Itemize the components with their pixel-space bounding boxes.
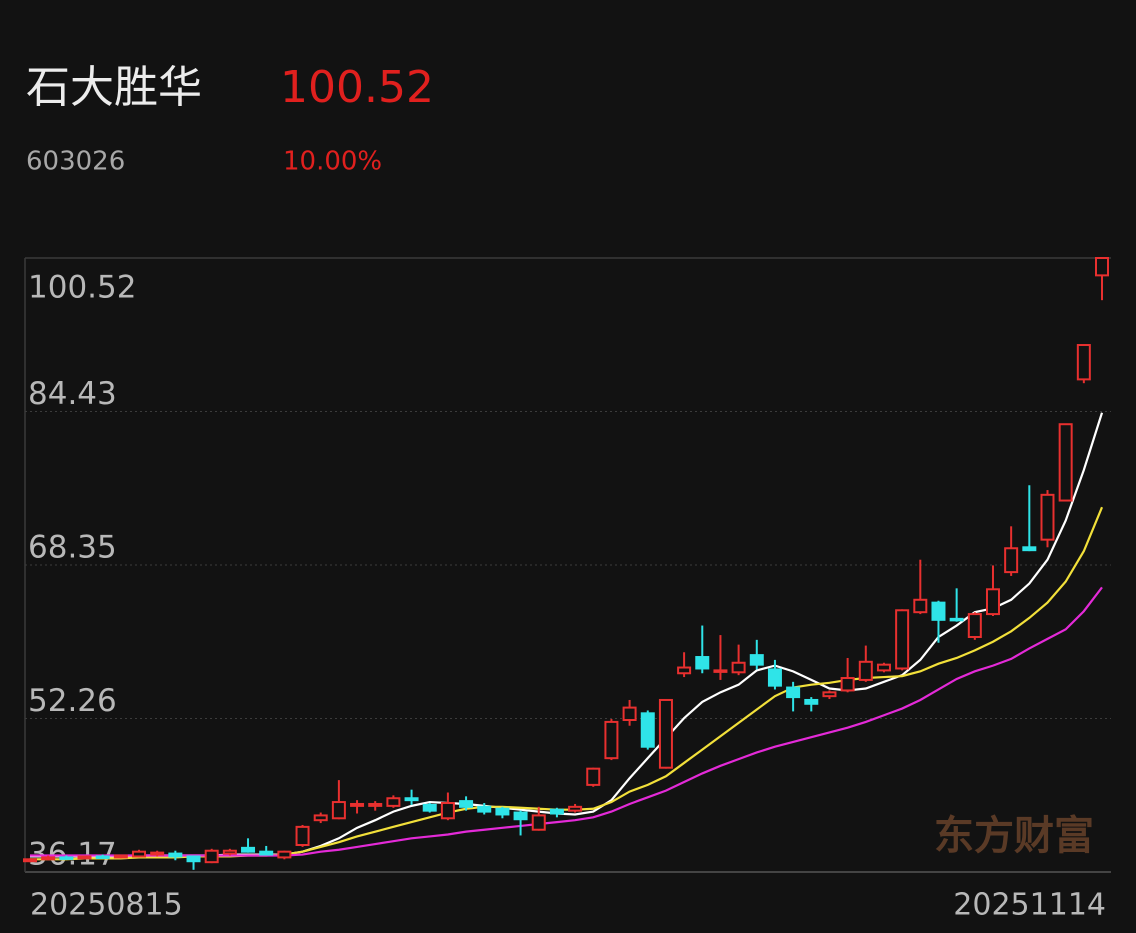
candle-body — [259, 850, 274, 856]
candle-body — [985, 588, 1000, 616]
stock-code: 603026 — [26, 147, 125, 177]
candle-body — [204, 849, 219, 864]
candle-body — [622, 706, 637, 722]
candle-body — [41, 856, 56, 861]
candle-body — [749, 654, 764, 666]
candle-body — [350, 802, 365, 807]
candle-body — [59, 856, 74, 860]
candle-body — [786, 686, 801, 699]
candle-body — [440, 802, 455, 820]
candle-body — [222, 849, 237, 855]
candle-body — [895, 609, 910, 670]
candle-body — [767, 668, 782, 687]
candle-body — [1004, 547, 1019, 574]
y-tick-label: 52.26 — [28, 683, 117, 719]
candle-body — [568, 805, 583, 812]
candle-body — [23, 858, 37, 863]
candle-body — [658, 698, 673, 769]
candle-body — [295, 825, 310, 846]
candle-body — [1076, 344, 1091, 381]
candle-body — [241, 846, 256, 853]
candle-body — [313, 814, 328, 822]
x-tick-label: 20250815 — [30, 888, 183, 923]
candle-body — [113, 854, 128, 859]
y-tick-label: 68.35 — [28, 529, 117, 565]
candle-body — [477, 805, 492, 813]
candle-body — [186, 855, 201, 863]
candle-body — [967, 613, 982, 638]
candle-body — [604, 720, 619, 760]
stock-name: 石大胜华 — [26, 62, 202, 113]
y-tick-label: 84.43 — [28, 376, 117, 412]
candle-body — [422, 803, 437, 812]
candle-body — [822, 691, 837, 698]
candle-body — [1058, 423, 1073, 502]
candle-body — [168, 852, 183, 858]
candle-body — [1040, 493, 1055, 541]
x-tick-label: 20251114 — [953, 888, 1106, 923]
candle-body — [77, 855, 92, 860]
watermark: 东方财富 — [934, 813, 1094, 859]
candle-body — [949, 617, 964, 622]
moving-average-line — [30, 506, 1104, 861]
candle-body — [713, 669, 728, 673]
candle-body — [913, 598, 928, 614]
candle-body — [840, 677, 855, 692]
candle-body — [277, 850, 292, 859]
candle-body — [549, 808, 564, 815]
candle-body — [459, 800, 474, 808]
candle-body — [531, 814, 546, 831]
candle-body — [640, 712, 655, 748]
candle-body — [731, 661, 746, 674]
price-change: 10.00% — [283, 147, 382, 177]
candle-body — [386, 797, 401, 807]
candle-body — [95, 855, 110, 859]
candle-body — [1022, 546, 1037, 552]
candle-body — [1095, 257, 1109, 277]
candle-body — [132, 850, 147, 858]
stock-price: 100.52 — [280, 62, 434, 113]
candle-body — [331, 801, 346, 820]
candle-body — [876, 663, 891, 672]
candle-body — [368, 802, 383, 807]
candle-body — [695, 656, 710, 670]
candle-body — [404, 797, 419, 802]
candle-body — [804, 698, 819, 705]
candle-body — [858, 660, 873, 681]
candle-body — [586, 767, 601, 786]
y-tick-label: 100.52 — [28, 270, 136, 306]
moving-average-line — [30, 412, 1104, 858]
candle-body — [495, 807, 510, 816]
candle-body — [931, 601, 946, 621]
candle-body — [513, 811, 528, 821]
candle-body — [150, 851, 165, 856]
candle-body — [677, 666, 692, 675]
